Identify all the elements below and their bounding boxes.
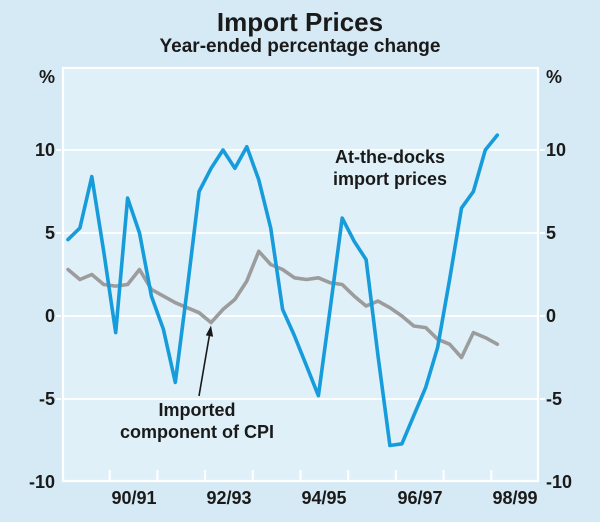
series-label-docks-line1: At-the-docks [334,147,445,167]
annotation-arrowhead [205,325,214,337]
x-tick-label-9293: 92/93 [206,488,252,508]
y-tick-label-right-10: 10 [546,140,567,160]
y-tick-label-left-0: 0 [44,306,55,326]
series-label-docks: At-the-docks import prices [310,146,470,190]
x-tick-label-9697: 96/97 [397,488,443,508]
chart-subtitle: Year-ended percentage change [159,36,441,57]
y-tick-label-left-10: 10 [34,140,55,160]
series-label-cpi-line1: Imported [158,400,236,420]
y-tick-label-left-m10: -10 [28,472,55,492]
y-tick-label-left-5: 5 [44,223,55,243]
cpi-line [66,249,500,360]
y-tick-label-right-0: 0 [546,306,557,326]
series-label-cpi: Imported component of CPI [97,399,297,443]
y-axis-unit-right: % [546,67,563,87]
y-tick-label-left-m5: -5 [38,389,55,409]
series-label-cpi-line2: component of CPI [120,422,274,442]
x-tick-label-9495: 94/95 [301,488,347,508]
y-tick-label-right-m5: -5 [546,389,563,409]
y-axis-unit-left: % [38,67,55,87]
x-tick-label-9899: 98/99 [492,488,538,508]
docks-line [66,133,500,448]
series-label-docks-line2: import prices [332,169,448,189]
annotation-arrow [198,335,211,397]
chart-title: Import Prices [216,7,384,37]
y-tick-label-right-5: 5 [546,223,557,243]
x-tick-label-9091: 90/91 [111,488,157,508]
y-tick-label-right-m10: -10 [546,472,573,492]
